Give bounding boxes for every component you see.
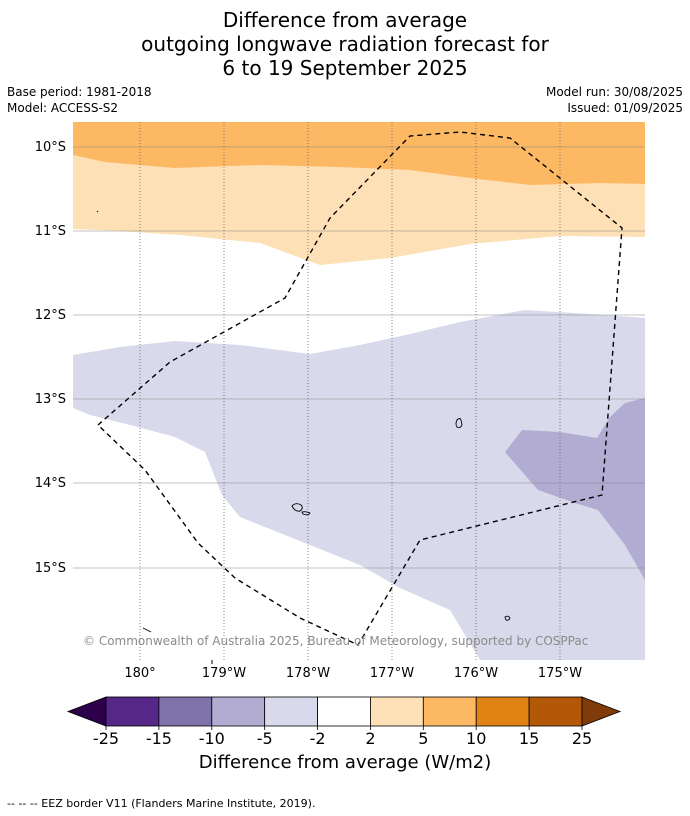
lat-label-13s: 13°S [35, 392, 66, 407]
copyright-text: © Commonwealth of Australia 2025, Bureau… [83, 634, 588, 648]
forecast-map: © Commonwealth of Australia 2025, Bureau… [35, 122, 645, 681]
title-line-2: outgoing longwave radiation forecast for [141, 32, 549, 56]
colorbar-tick-label: -15 [146, 729, 172, 748]
colorbar-cell [211, 696, 266, 727]
meta-right: Model run: 30/08/2025 Issued: 01/09/2025 [546, 84, 683, 116]
lon-label-178w: 178°W [286, 666, 330, 681]
lat-label-12s: 12°S [35, 308, 66, 323]
island-swains [96, 210, 99, 213]
colorbar-cell [264, 696, 318, 727]
eez-border [96, 131, 623, 646]
latitude-labels: 10°S 11°S 12°S 13°S 14°S 15°S [35, 140, 66, 576]
island-savaii [291, 503, 303, 512]
anomaly-region-orange [73, 122, 645, 185]
colorbar-cell [528, 696, 583, 727]
lon-label-180: 180° [124, 666, 155, 681]
meta-left: Base period: 1981-2018 Model: ACCESS-S2 [7, 84, 152, 116]
lat-label-14s: 14°S [35, 476, 66, 491]
colorbar-cell [475, 696, 530, 727]
colorbar-tick-label: 25 [572, 729, 592, 748]
footer-legend: -- -- -- EEZ border V11 (Flanders Marine… [7, 797, 316, 810]
lon-label-177w: 177°W [370, 666, 414, 681]
anomaly-region-pale-purple [73, 310, 645, 660]
colorbar-extend-high [581, 696, 622, 727]
model-run-text: Model run: 30/08/2025 [545, 85, 683, 99]
colorbar: -25 -15 -10 -5 -2 2 5 10 15 25 [66, 696, 622, 748]
colorbar-tick-label: 10 [466, 729, 486, 748]
base-period-text: Base period: 1981-2018 [7, 85, 152, 99]
colorbar-tick-label: 5 [418, 729, 428, 748]
lat-label-10s: 10°S [35, 140, 66, 155]
lat-label-15s: 15°S [35, 561, 66, 576]
colorbar-tick-label: -2 [310, 729, 326, 748]
grid-lines [73, 146, 645, 569]
lon-label-179w: 179°W [202, 666, 246, 681]
lon-label-176w: 176°W [454, 666, 498, 681]
colorbar-cell [370, 696, 424, 727]
colorbar-extend-low [66, 696, 107, 727]
title-line-3: 6 to 19 September 2025 [222, 56, 468, 80]
anomaly-region-light-purple [505, 398, 645, 580]
island-upolu [301, 511, 311, 516]
island-tutuila [455, 418, 463, 429]
colorbar-cell [105, 696, 160, 727]
colorbar-tick-label: 2 [365, 729, 375, 748]
colorbar-label: Difference from average (W/m2) [198, 752, 492, 773]
colorbar-tick-label: -10 [199, 729, 225, 748]
chart-title: Difference from average outgoing longwav… [0, 8, 690, 80]
issued-text: Issued: 01/09/2025 [567, 101, 683, 115]
longitude-labels: 180° 179°W 178°W 177°W 176°W 175°W [124, 660, 582, 681]
model-text: Model: ACCESS-S2 [7, 101, 119, 115]
colorbar-tick-label: -25 [93, 729, 119, 748]
colorbar-cell [317, 696, 371, 727]
colorbar-cell [422, 696, 477, 727]
title-line-1: Difference from average [222, 8, 468, 32]
lon-label-175w: 175°W [538, 666, 582, 681]
colorbar-cell [158, 696, 213, 727]
lat-label-11s: 11°S [35, 224, 66, 239]
colorbar-tick-label: -5 [257, 729, 273, 748]
colorbar-tick-label: 15 [519, 729, 539, 748]
island-rose [504, 615, 511, 621]
island-wallis [142, 627, 152, 633]
